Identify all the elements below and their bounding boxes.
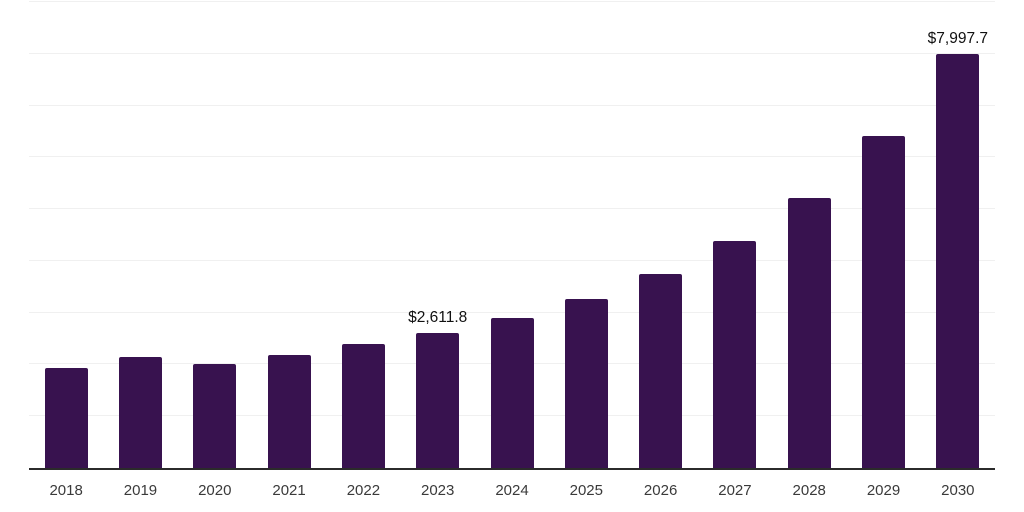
x-axis-labels: 2018 2019 2020 2021 2022 2023 2024 2025 2026 2027… <box>29 481 995 505</box>
gridline-3000 <box>29 311 995 313</box>
x-tick-label-2027: 2027 <box>718 482 752 499</box>
gridline-9000 <box>29 1 995 2</box>
bar-2029 <box>862 136 906 468</box>
gridline-7000 <box>29 104 995 106</box>
gridline-4000 <box>29 259 995 261</box>
x-tick-label-2022: 2022 <box>346 482 381 499</box>
bar-2023 <box>416 332 460 468</box>
bar-2021 <box>267 354 311 468</box>
bar-2019 <box>118 356 162 468</box>
x-tick-label-2024: 2024 <box>495 482 529 499</box>
bar-2020 <box>193 363 237 468</box>
x-tick-label-2030: 2030 <box>941 482 975 499</box>
x-tick-label-2021: 2021 <box>272 482 306 499</box>
bar-2027 <box>713 241 757 468</box>
bar-2025 <box>564 298 608 468</box>
data-label-2030: $7,997.7 <box>927 30 989 48</box>
gridline-6000 <box>29 156 995 158</box>
gridline-5000 <box>29 208 995 210</box>
x-tick-label-2025: 2025 <box>569 482 603 499</box>
x-tick-label-2019: 2019 <box>123 482 158 499</box>
data-label-2023: $2,611.8 <box>408 309 468 327</box>
bar-2028 <box>787 197 831 468</box>
x-tick-label-2028: 2028 <box>792 482 826 499</box>
bar-2030 <box>936 53 980 468</box>
x-tick-label-2020: 2020 <box>198 482 232 499</box>
bar-2018 <box>44 368 88 468</box>
gridline-8000 <box>29 52 995 54</box>
x-tick-label-2026: 2026 <box>643 482 678 499</box>
x-tick-label-2018: 2018 <box>49 482 83 499</box>
bar-2026 <box>639 274 683 468</box>
x-tick-label-2023: 2023 <box>421 482 455 499</box>
bar-2024 <box>490 318 534 468</box>
x-tick-label-2029: 2029 <box>866 482 901 499</box>
plot-area: $2,611.8 $7,997.7 <box>29 1 995 470</box>
bar-2022 <box>341 343 385 468</box>
